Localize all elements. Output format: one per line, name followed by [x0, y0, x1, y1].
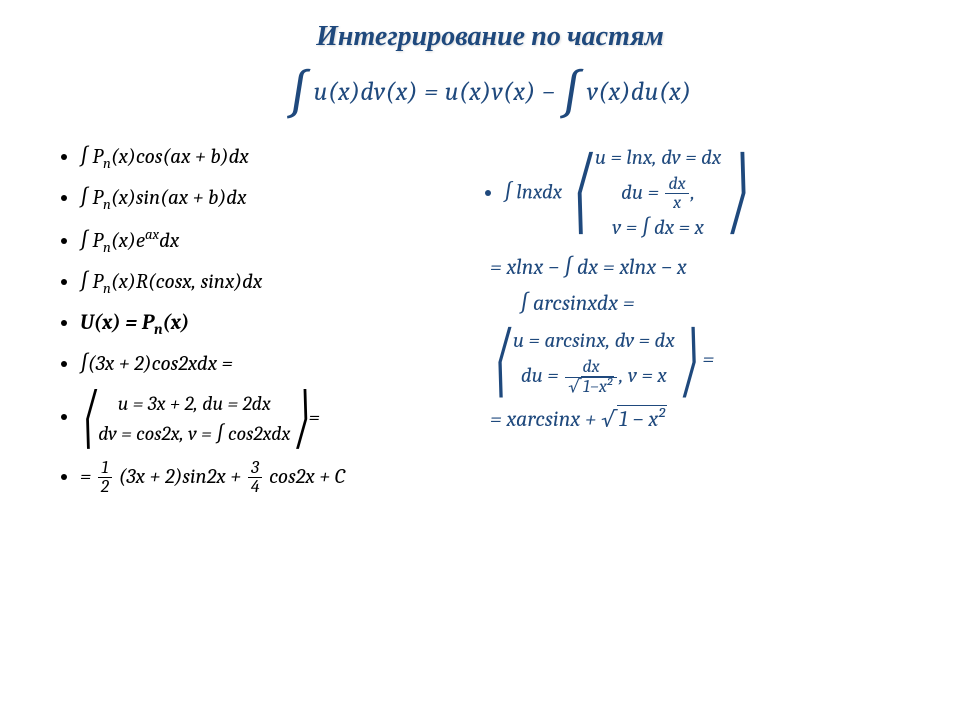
subscript: n	[103, 239, 111, 256]
math-text: (x)e	[111, 229, 145, 253]
math-text: =	[80, 465, 96, 489]
math-text: u = lnx, dv = dx	[595, 146, 721, 170]
list-item: ∫ Pn(x)sin(ax + b)dx	[80, 184, 473, 215]
arcsin-lead: ∫ arcsinxdx =	[520, 290, 920, 316]
right-angle-icon: ⟩	[728, 154, 746, 233]
columns: ∫ Pn(x)cos(ax + b)dx ∫ Pn(x)sin(ax + b)d…	[60, 133, 920, 507]
math-text: =	[702, 347, 714, 373]
denominator: 2	[98, 478, 112, 497]
formula-text: u(x)v(x) −	[445, 77, 562, 107]
list-item: ∫(3x + 2)cos2xdx =	[80, 350, 473, 378]
math-text: (3x + 2)sin2x +	[119, 465, 246, 489]
integral-sign: ∫	[562, 67, 581, 123]
bracket-content: u = arcsinx, dv = dx du = dx√1−x², v = x	[509, 326, 679, 396]
list-item: ∫ Pn(x)R(cosx, sinx)dx	[80, 268, 473, 299]
math-text: (x)sin(ax + b)dx	[111, 186, 247, 210]
math-text: (x)	[163, 311, 190, 335]
math-text: ∫(3x + 2)cos2xdx =	[80, 352, 233, 376]
subscript: n	[154, 321, 163, 338]
numerator: 3	[248, 459, 263, 479]
math-text: du =	[621, 181, 663, 205]
result-line: = xlnx − ∫ dx = xlnx − x	[490, 254, 920, 280]
numerator: dx	[565, 358, 617, 378]
list-item: ∫ lnxdx ⟨ u = lnx, dv = dx du = dxx, v =…	[504, 143, 920, 244]
arcsin-expansion: ⟨ u = arcsinx, dv = dx du = dx√1−x², v =…	[490, 326, 920, 396]
denominator: 4	[248, 478, 263, 497]
sqrt-icon: √	[568, 377, 582, 397]
slide-container: Интегрирование по частям ∫ u(x)dv(x) = u…	[0, 0, 960, 720]
fraction: 12	[98, 459, 112, 497]
left-column: ∫ Pn(x)cos(ax + b)dx ∫ Pn(x)sin(ax + b)d…	[60, 133, 473, 507]
formula-text: v(x)du(x)	[587, 77, 692, 107]
bracket-content: u = lnx, dv = dx du = dxx, v = ∫ dx = x	[591, 143, 725, 244]
integrand-list: ∫ Pn(x)cos(ax + b)dx ∫ Pn(x)sin(ax + b)d…	[60, 143, 473, 497]
formula-text: u(x)dv(x)	[314, 77, 418, 107]
math-text: ,	[691, 181, 695, 205]
math-text: ∫ P	[80, 270, 103, 294]
math-text: v = ∫ dx = x	[612, 216, 704, 240]
left-angle-icon: ⟨	[570, 154, 588, 233]
angle-brackets: ⟨ u = lnx, dv = dx du = dxx, v = ∫ dx = …	[567, 143, 750, 244]
subscript: n	[103, 280, 111, 297]
math-text: ∫ lnxdx	[504, 181, 562, 205]
angle-brackets: ⟨ u = arcsinx, dv = dx du = dx√1−x², v =…	[490, 326, 698, 396]
list-item-bold: U(x) = Pn(x)	[80, 309, 473, 340]
angle-brackets: ⟨ u = 3x + 2, du = 2dx dv = cos2x, v = ∫…	[80, 389, 309, 449]
numerator: dx	[665, 175, 688, 195]
main-formula: ∫ u(x)dv(x) = u(x)v(x) − ∫ v(x)du(x)	[60, 57, 920, 113]
denominator: √1−x²	[565, 378, 617, 397]
sqrt-content: 1−x²	[581, 376, 614, 397]
math-text: dv = cos2x, v = ∫ cos2xdx	[98, 422, 290, 445]
list-item: ∫ Pn(x)eaxdx	[80, 225, 473, 258]
math-text: dx	[159, 229, 179, 253]
math-text: = xarcsinx + √	[490, 406, 618, 432]
formula-text: =	[424, 77, 445, 107]
math-text: (x)cos(ax + b)dx	[111, 145, 249, 169]
left-angle-icon: ⟨	[81, 390, 94, 447]
slide-title: Интегрирование по частям	[60, 20, 920, 53]
left-angle-icon: ⟨	[492, 328, 507, 395]
denominator: x	[665, 194, 688, 213]
math-text: u = 3x + 2, du = 2dx	[118, 392, 271, 415]
example-list: ∫ lnxdx ⟨ u = lnx, dv = dx du = dxx, v =…	[490, 143, 920, 244]
right-angle-icon: ⟩	[680, 328, 695, 395]
list-item: ∫ Pn(x)cos(ax + b)dx	[80, 143, 473, 174]
subscript: n	[103, 155, 111, 172]
right-angle-icon: ⟩	[295, 390, 308, 447]
math-text: (x)R(cosx, sinx)dx	[111, 270, 262, 294]
math-text: cos2x + C	[269, 465, 345, 489]
bracket-content: u = 3x + 2, du = 2dx dv = cos2x, v = ∫ c…	[94, 389, 294, 449]
math-text: du =	[521, 364, 563, 388]
math-text: ∫ P	[80, 145, 103, 169]
math-text: =	[309, 405, 320, 429]
fraction: 34	[248, 459, 263, 497]
arcsin-result: = xarcsinx + √1 − x²	[490, 406, 920, 432]
fraction: dxx	[665, 175, 688, 213]
numerator: 1	[98, 459, 112, 479]
fraction: dx√1−x²	[565, 358, 617, 396]
subscript: n	[103, 196, 111, 213]
math-text: ∫ P	[80, 186, 103, 210]
math-text: U(x) = P	[80, 311, 154, 335]
math-text: u = arcsinx, dv = dx	[513, 329, 675, 353]
math-text: , v = x	[619, 364, 667, 388]
list-item: ⟨ u = 3x + 2, du = 2dx dv = cos2x, v = ∫…	[80, 389, 473, 449]
sqrt-content: 1 − x²	[617, 405, 667, 432]
right-column: ∫ lnxdx ⟨ u = lnx, dv = dx du = dxx, v =…	[490, 133, 920, 507]
integral-sign: ∫	[289, 67, 308, 123]
superscript: ax	[145, 226, 159, 243]
math-text: ∫ P	[80, 229, 103, 253]
list-item: = 12 (3x + 2)sin2x + 34 cos2x + C	[80, 459, 473, 497]
